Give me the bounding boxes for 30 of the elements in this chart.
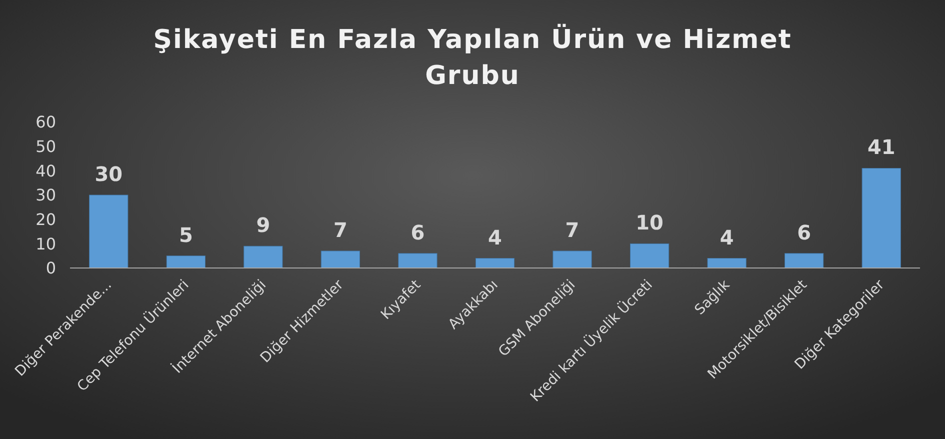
- data-label: 6: [410, 220, 425, 244]
- y-tick-label: 60: [36, 112, 56, 132]
- bar: [398, 253, 438, 268]
- bar: [784, 253, 824, 268]
- y-tick-label: 20: [36, 210, 56, 229]
- chart-title: Şikayeti En Fazla Yapılan Ürün ve Hizmet Grubu: [153, 23, 792, 91]
- bar: [630, 243, 670, 268]
- bar: [862, 168, 901, 268]
- bar: [89, 194, 128, 268]
- bar: [166, 256, 206, 268]
- bar: [707, 258, 746, 268]
- data-label: 30: [94, 162, 123, 186]
- bar: [244, 246, 283, 268]
- data-label: 4: [720, 225, 734, 250]
- y-tick-label: 30: [36, 186, 56, 205]
- y-tick-label: 40: [36, 161, 56, 180]
- data-label: 10: [636, 210, 664, 235]
- data-label: 6: [797, 220, 812, 244]
- y-tick-label: 50: [36, 136, 56, 156]
- bar: [552, 250, 592, 268]
- bar: [475, 258, 515, 268]
- bar: [320, 250, 360, 268]
- data-label: 41: [867, 135, 896, 160]
- data-label: 4: [488, 225, 502, 250]
- data-label: 7: [333, 218, 348, 242]
- y-tick-label: 10: [36, 234, 56, 254]
- data-label: 9: [256, 213, 270, 238]
- y-tick-label: 0: [46, 258, 56, 278]
- data-label: 7: [565, 218, 580, 242]
- data-label: 5: [178, 222, 193, 247]
